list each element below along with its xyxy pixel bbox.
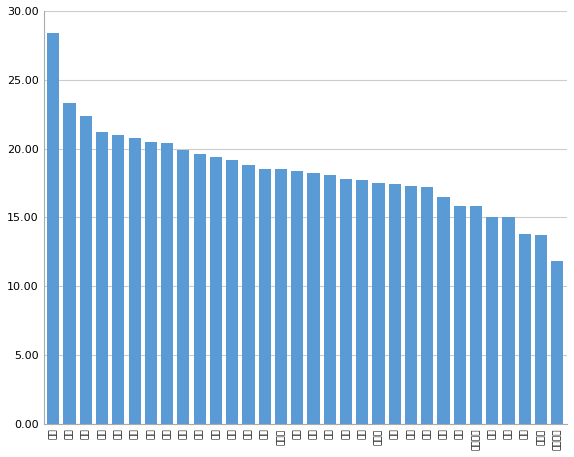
Bar xyxy=(551,261,564,424)
Bar xyxy=(210,157,222,424)
Bar xyxy=(437,197,449,424)
Bar xyxy=(96,132,108,424)
Bar xyxy=(47,33,59,424)
Bar xyxy=(258,169,271,424)
Bar xyxy=(405,186,417,424)
Bar xyxy=(453,206,466,424)
Bar xyxy=(340,179,352,424)
Bar xyxy=(275,169,287,424)
Bar xyxy=(113,135,125,424)
Bar xyxy=(535,235,547,424)
Bar xyxy=(145,142,157,424)
Bar xyxy=(291,170,303,424)
Bar xyxy=(307,173,320,424)
Bar xyxy=(356,180,369,424)
Bar xyxy=(373,183,385,424)
Bar xyxy=(193,154,205,424)
Bar xyxy=(242,165,254,424)
Bar xyxy=(80,116,92,424)
Bar xyxy=(502,218,515,424)
Bar xyxy=(389,184,401,424)
Bar xyxy=(129,138,141,424)
Bar xyxy=(161,143,173,424)
Bar xyxy=(64,103,76,424)
Bar xyxy=(226,159,238,424)
Bar xyxy=(486,218,498,424)
Bar xyxy=(470,206,482,424)
Bar xyxy=(519,234,531,424)
Bar xyxy=(324,175,336,424)
Bar xyxy=(421,187,433,424)
Bar xyxy=(177,150,189,424)
